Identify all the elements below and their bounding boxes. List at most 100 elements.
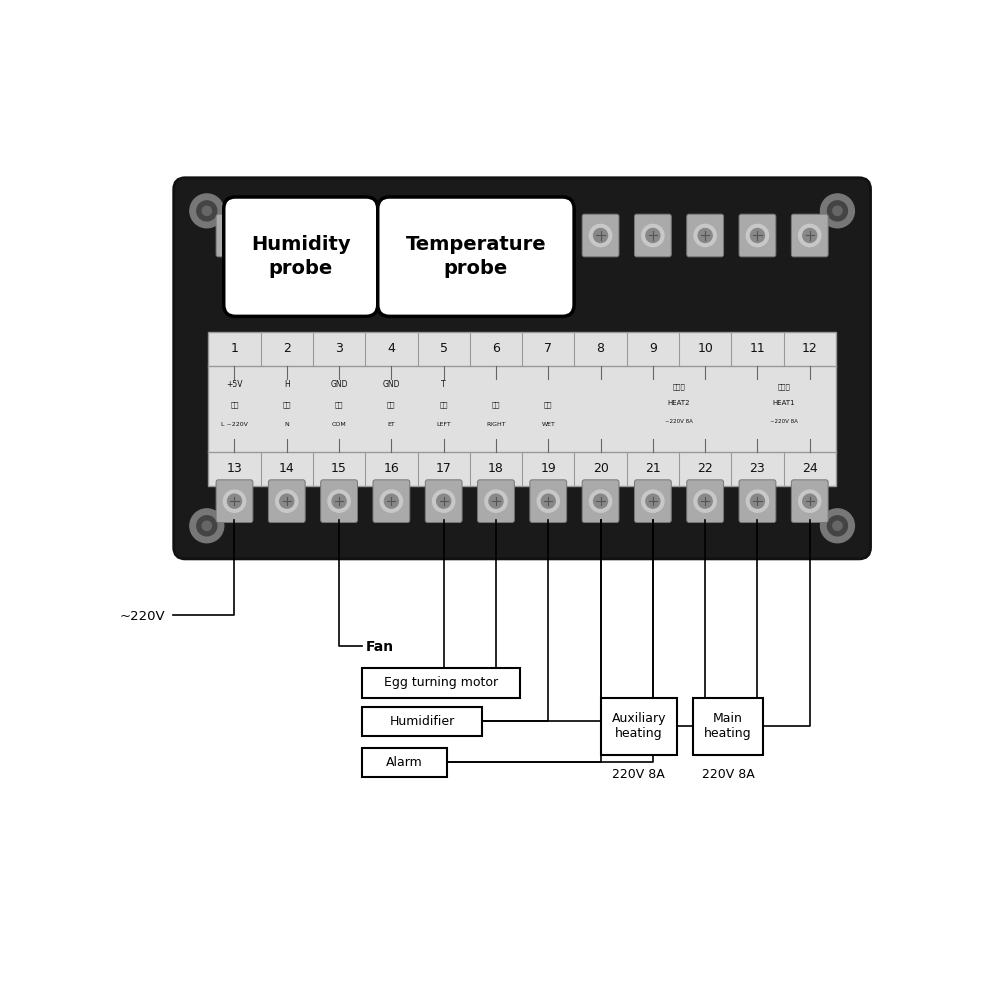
Text: 12: 12 — [802, 342, 818, 355]
Text: GND: GND — [383, 380, 400, 389]
Text: 11: 11 — [750, 342, 765, 355]
Circle shape — [537, 490, 559, 512]
Bar — [693, 698, 763, 755]
Circle shape — [589, 490, 612, 512]
Text: Egg turning motor: Egg turning motor — [384, 676, 498, 689]
Circle shape — [541, 494, 555, 508]
Circle shape — [202, 206, 211, 215]
Text: RIGHT: RIGHT — [486, 422, 506, 427]
Circle shape — [698, 494, 712, 508]
FancyBboxPatch shape — [791, 480, 828, 522]
Text: Humidity
probe: Humidity probe — [251, 235, 351, 278]
Text: 15: 15 — [331, 462, 347, 475]
Text: 10: 10 — [697, 342, 713, 355]
Circle shape — [197, 516, 217, 536]
FancyBboxPatch shape — [739, 214, 776, 257]
Circle shape — [227, 494, 242, 508]
FancyBboxPatch shape — [739, 480, 776, 522]
Circle shape — [280, 228, 294, 243]
Circle shape — [833, 206, 842, 215]
Text: GND: GND — [330, 380, 348, 389]
Circle shape — [541, 228, 555, 243]
Text: 13: 13 — [227, 462, 242, 475]
Text: ~220V: ~220V — [120, 610, 165, 623]
Circle shape — [803, 228, 817, 243]
Circle shape — [594, 494, 608, 508]
Circle shape — [642, 490, 664, 512]
Circle shape — [820, 509, 854, 543]
Circle shape — [328, 490, 350, 512]
Circle shape — [594, 228, 608, 243]
Text: LEFT: LEFT — [436, 422, 451, 427]
Text: 主加热: 主加热 — [777, 384, 790, 390]
FancyBboxPatch shape — [321, 214, 357, 257]
Circle shape — [646, 494, 660, 508]
Circle shape — [202, 521, 211, 530]
Circle shape — [190, 194, 224, 228]
Text: 220V 8A: 220V 8A — [702, 768, 754, 781]
Text: 超温: 超温 — [387, 401, 396, 408]
FancyBboxPatch shape — [530, 214, 567, 257]
Text: L ~220V: L ~220V — [221, 422, 248, 427]
FancyBboxPatch shape — [582, 214, 619, 257]
FancyBboxPatch shape — [530, 480, 567, 522]
Circle shape — [489, 228, 503, 243]
Circle shape — [276, 224, 298, 247]
Circle shape — [799, 224, 821, 247]
Circle shape — [489, 494, 503, 508]
Circle shape — [746, 224, 769, 247]
FancyBboxPatch shape — [216, 480, 253, 522]
Text: Humidifier: Humidifier — [389, 715, 455, 728]
Circle shape — [380, 490, 403, 512]
Text: 220V 8A: 220V 8A — [612, 768, 665, 781]
FancyBboxPatch shape — [268, 480, 305, 522]
Text: 6: 6 — [492, 342, 500, 355]
Circle shape — [750, 494, 764, 508]
FancyBboxPatch shape — [791, 214, 828, 257]
Text: Fan: Fan — [366, 640, 394, 654]
Text: 2: 2 — [283, 342, 291, 355]
Circle shape — [803, 494, 817, 508]
Text: +5V: +5V — [226, 380, 243, 389]
Text: 9: 9 — [649, 342, 657, 355]
Circle shape — [698, 228, 712, 243]
Circle shape — [746, 490, 769, 512]
Circle shape — [827, 516, 847, 536]
Text: 17: 17 — [436, 462, 452, 475]
Circle shape — [750, 228, 764, 243]
Circle shape — [197, 201, 217, 221]
FancyBboxPatch shape — [373, 480, 410, 522]
FancyBboxPatch shape — [216, 214, 253, 257]
Circle shape — [223, 224, 246, 247]
Circle shape — [827, 201, 847, 221]
Bar — [362, 707, 482, 736]
Bar — [362, 748, 447, 777]
Circle shape — [332, 494, 346, 508]
Text: 5: 5 — [440, 342, 448, 355]
Bar — [208, 332, 836, 486]
Circle shape — [328, 224, 350, 247]
Text: 公共: 公共 — [335, 401, 343, 408]
Text: N: N — [284, 422, 289, 427]
Text: ~220V 8A: ~220V 8A — [770, 419, 798, 424]
FancyBboxPatch shape — [634, 214, 671, 257]
Text: 22: 22 — [697, 462, 713, 475]
Text: 8: 8 — [597, 342, 605, 355]
FancyBboxPatch shape — [634, 480, 671, 522]
Text: ET: ET — [388, 422, 395, 427]
Text: Main
heating: Main heating — [704, 712, 752, 740]
Circle shape — [833, 521, 842, 530]
Circle shape — [433, 490, 455, 512]
Text: 4: 4 — [387, 342, 395, 355]
Text: HEAT1: HEAT1 — [772, 400, 795, 406]
Circle shape — [820, 194, 854, 228]
Text: 19: 19 — [540, 462, 556, 475]
FancyBboxPatch shape — [378, 197, 574, 316]
Text: 21: 21 — [645, 462, 661, 475]
Circle shape — [589, 224, 612, 247]
FancyBboxPatch shape — [478, 214, 514, 257]
Circle shape — [437, 228, 451, 243]
Text: 1: 1 — [231, 342, 238, 355]
Text: 控湿: 控湿 — [544, 401, 553, 408]
Text: 7: 7 — [544, 342, 552, 355]
